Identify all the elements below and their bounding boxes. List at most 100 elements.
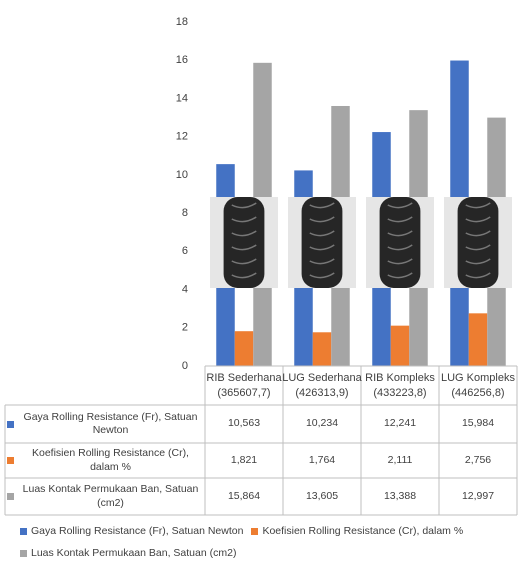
category-note: (426313,9) [295, 387, 348, 399]
category-note: (433223,8) [373, 387, 426, 399]
tread [231, 202, 257, 209]
legend-swatch [251, 527, 259, 535]
bar [312, 332, 332, 366]
tread [465, 202, 491, 209]
tread [309, 244, 335, 251]
category-name: RIB Sederhana [206, 372, 282, 384]
category-note: (446256,8) [451, 387, 504, 399]
tread [309, 272, 335, 279]
table-value-box: 10,234 [283, 405, 361, 443]
table-series-name-text: Luas Kontak Permukaan Ban, Satuan (cm2) [22, 483, 199, 509]
tread [387, 230, 413, 237]
tire [379, 197, 421, 288]
category-name: LUG Sederhana [282, 372, 362, 384]
tread [465, 230, 491, 237]
table-value: 1,764 [283, 443, 361, 478]
tread [309, 202, 335, 209]
table-key [7, 420, 14, 428]
table-value-box: 2,111 [387, 453, 413, 466]
table-key [7, 493, 14, 500]
tread [309, 258, 335, 265]
tire-photo [288, 197, 356, 288]
table-value-box: 2,756 [439, 443, 517, 478]
tread [387, 202, 413, 209]
legend-item: Koefisien Rolling Resistance (Cr), dalam… [251, 525, 463, 537]
table-value-box: 12,241 [361, 405, 439, 443]
legend-swatch [20, 527, 27, 535]
table-value: 12,241 [361, 405, 439, 443]
legend: Gaya Rolling Resistance (Fr), Satuan New… [20, 525, 520, 559]
table-value-text: 10,563 [227, 417, 261, 430]
tread [465, 244, 491, 251]
category-name: RIB Kompleks [365, 372, 435, 384]
tire [301, 197, 343, 288]
table-value-text: 1,764 [308, 453, 336, 466]
tread [231, 272, 257, 279]
legend-label: Koefisien Rolling Resistance (Cr), dalam… [262, 525, 464, 537]
legend-item: Luas Kontak Permukaan Ban, Satuan (cm2) [20, 547, 236, 559]
table-value-box: 15,864 [205, 478, 283, 515]
table-value-text: 12,241 [383, 417, 417, 430]
table-value-box: 1,764 [283, 443, 361, 478]
legend-item: Gaya Rolling Resistance (Fr), Satuan New… [20, 525, 243, 537]
category-name: LUG Kompleks [441, 372, 515, 384]
table-value-text: 13,388 [383, 489, 417, 502]
table-value-text: 2,111 [387, 453, 413, 466]
y-tick-label: 6 [182, 245, 188, 257]
tire-photo [210, 197, 278, 288]
x-tick-label: RIB Kompleks (433223,8) [365, 372, 435, 399]
table-series-name-text: Gaya Rolling Resistance (Fr), Satuan New… [23, 410, 198, 436]
table-value-text: 15,864 [227, 489, 261, 502]
tread [465, 258, 491, 265]
table-key [7, 457, 14, 464]
tread [309, 216, 335, 223]
legend-label: Luas Kontak Permukaan Ban, Satuan (cm2) [31, 547, 237, 559]
table-series-name: Koefisien Rolling Resistance (Cr), dalam… [7, 443, 203, 478]
table-value-box: 12,997 [439, 478, 517, 515]
table-value-box: 13,388 [361, 478, 439, 515]
table-value: 2,756 [439, 443, 517, 478]
table-value: 10,563 [205, 405, 283, 443]
y-tick-label: 0 [182, 360, 188, 372]
table-value: 13,605 [283, 478, 361, 515]
tread [387, 272, 413, 279]
table-value: 13,388 [361, 478, 439, 515]
tire-photo [444, 197, 512, 288]
y-tick-label: 14 [176, 92, 188, 104]
y-tick-label: 4 [182, 283, 188, 295]
tread [465, 272, 491, 279]
table-value: 12,997 [439, 478, 517, 515]
category-note: (365607,7) [217, 387, 270, 399]
y-tick-label: 12 [176, 131, 188, 143]
table-value: 15,864 [205, 478, 283, 515]
tread [387, 216, 413, 223]
x-tick-label: RIB Sederhana (365607,7) [206, 372, 282, 399]
table-value: 15,984 [439, 405, 517, 443]
y-tick-label: 2 [182, 322, 188, 334]
tread [465, 216, 491, 223]
table-series-name: Luas Kontak Permukaan Ban, Satuan (cm2) [7, 478, 203, 515]
bar [468, 313, 488, 366]
table-value-text: 13,605 [305, 489, 339, 502]
table-value-text: 1,821 [230, 453, 258, 466]
table-value-text: 2,756 [464, 453, 492, 466]
table-value-text: 15,984 [461, 417, 495, 430]
tread [387, 244, 413, 251]
table-value: 10,234 [283, 405, 361, 443]
tread [231, 230, 257, 237]
table-series-name-text: Koefisien Rolling Resistance (Cr), dalam… [32, 447, 189, 473]
tire-photo [366, 197, 434, 288]
table-value-box: 10,563 [205, 405, 283, 443]
legend-label: Gaya Rolling Resistance (Fr), Satuan New… [31, 525, 244, 537]
bar [390, 325, 410, 366]
x-tick-label: LUG Kompleks (446256,8) [441, 372, 515, 399]
table-series-name: Gaya Rolling Resistance (Fr), Satuan New… [7, 405, 203, 443]
y-tick-label: 18 [176, 16, 188, 28]
table-series-name-box: Luas Kontak Permukaan Ban, Satuan (cm2) [7, 478, 203, 515]
table-value-text: 12,997 [461, 489, 495, 502]
table-value: 1,821 [205, 443, 283, 478]
table-value-box: 13,605 [283, 478, 361, 515]
tread [231, 216, 257, 223]
tread [231, 258, 257, 265]
y-tick-label: 8 [182, 207, 188, 219]
